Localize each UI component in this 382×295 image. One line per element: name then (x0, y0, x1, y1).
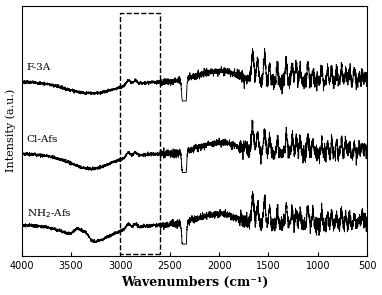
Text: Cl-Afs: Cl-Afs (27, 135, 58, 144)
Bar (120, 13, 160, 254)
X-axis label: Wavenumbers (cm⁻¹): Wavenumbers (cm⁻¹) (121, 276, 268, 289)
Text: NH$_2$-Afs: NH$_2$-Afs (27, 207, 71, 220)
Text: F-3A: F-3A (27, 63, 51, 72)
Y-axis label: Intensity (a.u.): Intensity (a.u.) (6, 89, 16, 172)
